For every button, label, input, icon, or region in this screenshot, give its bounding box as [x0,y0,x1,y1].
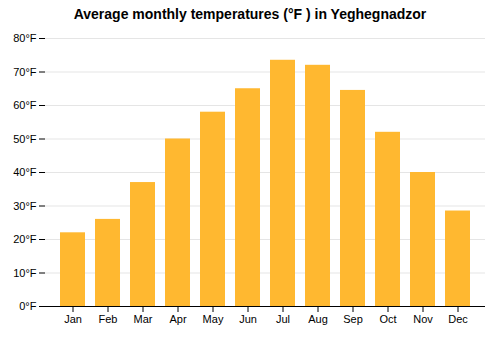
svg-text:60°F: 60°F [13,99,37,111]
svg-text:Aug: Aug [308,313,328,325]
svg-text:Dec: Dec [448,313,468,325]
svg-text:May: May [203,313,224,325]
svg-text:Jun: Jun [239,313,257,325]
svg-text:Jan: Jan [64,313,82,325]
svg-text:40°F: 40°F [13,166,37,178]
svg-text:30°F: 30°F [13,200,37,212]
svg-text:Sep: Sep [343,313,363,325]
svg-text:Apr: Apr [169,313,186,325]
svg-text:Jul: Jul [276,313,290,325]
svg-text:Mar: Mar [134,313,153,325]
svg-text:80°F: 80°F [13,32,37,44]
svg-text:70°F: 70°F [13,66,37,78]
svg-text:20°F: 20°F [13,233,37,245]
svg-text:0°F: 0°F [19,300,37,312]
html-text:Average monthly temperatures (: Average monthly temperatures (°F ) in Ye… [73,6,427,22]
svg-text:Feb: Feb [99,313,118,325]
svg-text:Nov: Nov [413,313,433,325]
svg-text:10°F: 10°F [13,267,37,279]
svg-text:Oct: Oct [379,313,396,325]
svg-text:50°F: 50°F [13,133,37,145]
